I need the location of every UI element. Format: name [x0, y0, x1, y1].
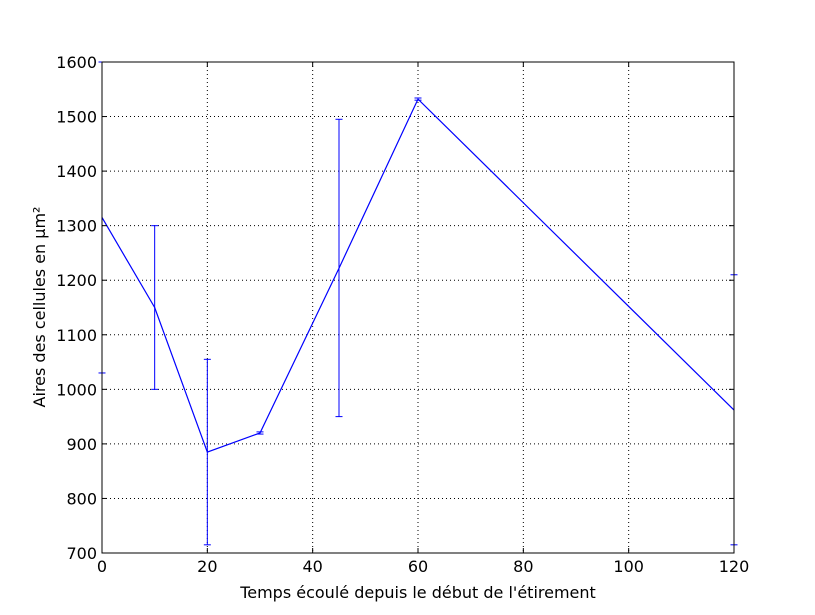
- x-tick-label: 60: [408, 557, 428, 576]
- grid-lines: [101, 61, 735, 554]
- y-tick-label: 1000: [56, 380, 97, 399]
- series-line: [101, 98, 735, 453]
- axis-ticks: 0 20 40 60 80 100 120 700 800 900 1000 1100 1200 1300…: [56, 53, 749, 576]
- plot-frame: [101, 61, 735, 554]
- x-axis-label: Temps écoulé depuis le début de l'étirem…: [239, 583, 596, 602]
- y-tick-label: 1200: [56, 271, 97, 290]
- x-tick-label: 40: [302, 557, 322, 576]
- y-tick-label: 700: [66, 544, 97, 563]
- x-tick-label: 100: [613, 557, 644, 576]
- y-tick-label: 1100: [56, 326, 97, 345]
- y-tick-label: 1600: [56, 53, 97, 72]
- x-tick-label: 20: [197, 557, 217, 576]
- y-tick-label: 1500: [56, 108, 97, 127]
- y-tick-label: 1300: [56, 217, 97, 236]
- y-tick-label: 1400: [56, 162, 97, 181]
- x-tick-label: 80: [513, 557, 533, 576]
- x-tick-label: 120: [719, 557, 750, 576]
- x-tick-label: 0: [97, 557, 107, 576]
- y-tick-label: 900: [66, 435, 97, 454]
- y-axis-label: Aires des cellules en µm²: [30, 207, 49, 408]
- y-tick-label: 800: [66, 489, 97, 508]
